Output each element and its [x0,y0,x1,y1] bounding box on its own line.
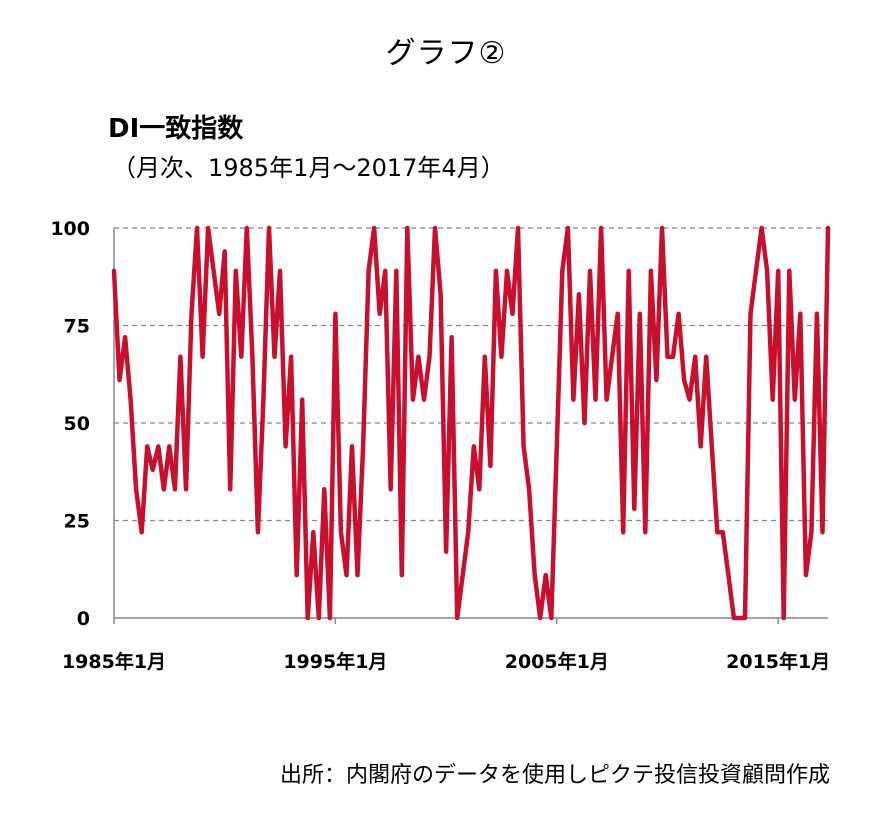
plot-area [111,225,831,621]
chart-subtitle: （月次、1985年1月～2017年4月） [112,154,505,182]
y-tick-label: 100 [50,218,90,240]
y-tick-label: 0 [77,608,90,630]
series-line [111,225,831,621]
y-tick-label: 50 [64,413,90,435]
x-tick-label: 1995年1月 [283,650,387,673]
x-tick-label: 2015年1月 [726,650,830,673]
chart-title: DI一致指数 [108,114,244,144]
figure-heading: グラフ② [385,36,507,71]
source-note: 出所：内閣府のデータを使用しピクテ投信投資顧問作成 [279,763,830,788]
y-axis-ticks: 0 25 50 75 100 [50,218,90,630]
x-tick-label: 1985年1月 [62,650,166,673]
y-tick-label: 75 [64,316,90,338]
y-tick-label: 25 [64,511,90,533]
x-tick-label: 2005年1月 [505,650,609,673]
